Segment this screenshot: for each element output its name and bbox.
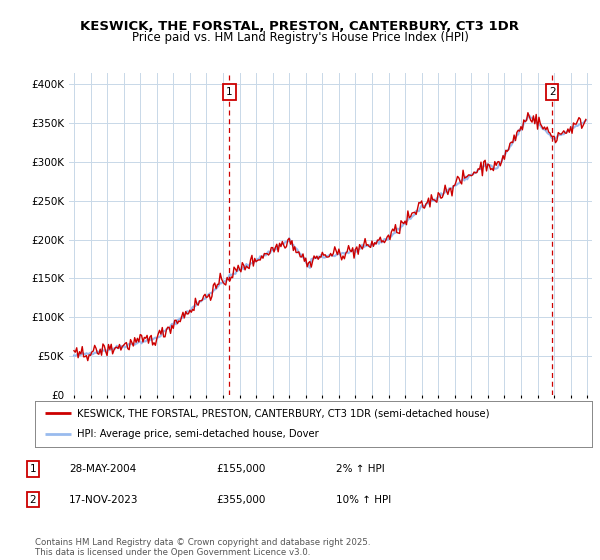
Text: 28-MAY-2004: 28-MAY-2004 bbox=[69, 464, 136, 474]
Text: 1: 1 bbox=[29, 464, 37, 474]
Text: 2% ↑ HPI: 2% ↑ HPI bbox=[336, 464, 385, 474]
Text: 2: 2 bbox=[29, 494, 37, 505]
Text: KESWICK, THE FORSTAL, PRESTON, CANTERBURY, CT3 1DR: KESWICK, THE FORSTAL, PRESTON, CANTERBUR… bbox=[80, 20, 520, 32]
Text: 1: 1 bbox=[226, 87, 233, 97]
Text: KESWICK, THE FORSTAL, PRESTON, CANTERBURY, CT3 1DR (semi-detached house): KESWICK, THE FORSTAL, PRESTON, CANTERBUR… bbox=[77, 408, 489, 418]
Text: 17-NOV-2023: 17-NOV-2023 bbox=[69, 494, 139, 505]
Text: Price paid vs. HM Land Registry's House Price Index (HPI): Price paid vs. HM Land Registry's House … bbox=[131, 31, 469, 44]
Text: £155,000: £155,000 bbox=[216, 464, 265, 474]
Text: HPI: Average price, semi-detached house, Dover: HPI: Average price, semi-detached house,… bbox=[77, 430, 319, 440]
Text: 10% ↑ HPI: 10% ↑ HPI bbox=[336, 494, 391, 505]
Text: £355,000: £355,000 bbox=[216, 494, 265, 505]
Text: Contains HM Land Registry data © Crown copyright and database right 2025.
This d: Contains HM Land Registry data © Crown c… bbox=[35, 538, 370, 557]
Text: 2: 2 bbox=[549, 87, 556, 97]
